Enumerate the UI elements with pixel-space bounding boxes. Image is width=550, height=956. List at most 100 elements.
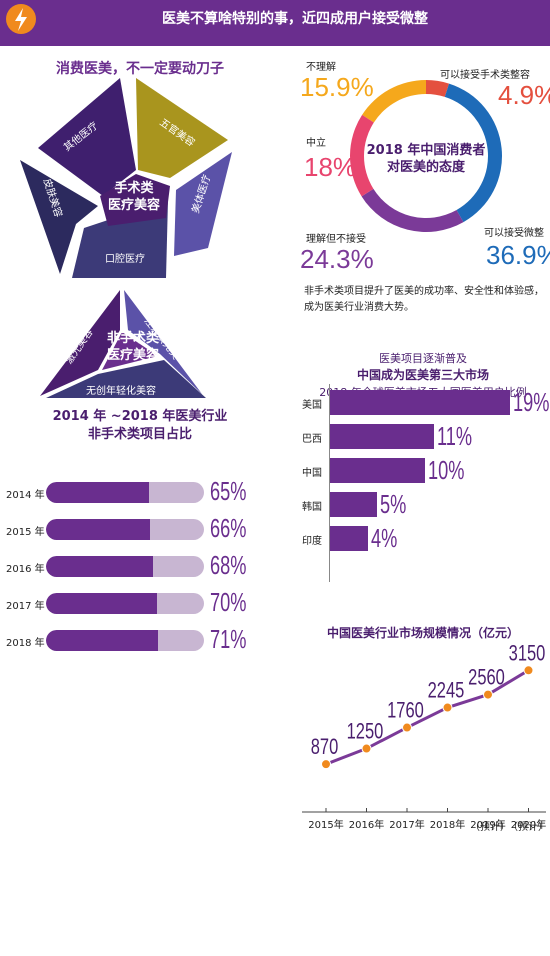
country-label: 印度 [302,536,322,547]
country-percent-label: 10% [427,455,465,485]
line-value-label: 2245 [428,678,465,703]
line-x-label: 2015年 [308,818,343,831]
banner-title: 医美不算啥特别的事，近四成用户接受微整 [162,11,428,27]
donut-slice-4 [350,114,374,197]
donut-title-line1: 2018 年中国消费者 [366,143,486,158]
line-x-label: 2017年 [389,818,424,831]
year-label: 2015 年 [6,527,45,538]
line-value-label: 3150 [509,641,546,666]
line-value-label: 1250 [347,719,384,744]
line-point [361,743,372,754]
year-label: 2016 年 [6,564,45,575]
country-percent-label: 4% [370,523,398,553]
percent-label: 65% [210,476,247,506]
country-percent-label: 19% [513,387,550,417]
line-value-label: 2560 [468,665,505,690]
year-label: 2017 年 [6,601,45,612]
nonsurgical-bars-title-line2: 非手术类项目占比 [87,427,192,442]
country-percent-label: 5% [380,489,407,519]
nonsurgical-triangle [40,290,206,398]
line-x-label: 2016年 [349,818,384,831]
line-point [321,759,331,770]
country-label: 美国 [302,400,322,411]
donut-slice-3 [361,188,464,232]
pentagon-segment-facial [136,78,228,178]
country-bar [330,458,425,483]
surgical-center-line2: 医疗美容 [107,198,160,213]
attitude-donut-chart [350,80,502,232]
progress-fill [46,593,157,614]
donut-slice-1 [426,80,450,97]
progress-fill [46,519,151,540]
paragraph-line2: 成为医美行业消费大势。 [304,302,414,313]
progress-track [46,519,204,540]
donut-label-weizheng: 可以接受微整 [484,228,544,239]
line-chart-title: 中国医美行业市场规模情况（亿元） [326,626,519,640]
line-x-label: 2018年 [430,818,465,831]
country-bar [330,424,435,449]
lightning-icon [6,4,36,34]
line-point [523,665,534,676]
donut-slice-0 [362,80,426,123]
percent-label: 71% [210,624,247,654]
line-x-label: 2020年 [511,818,546,831]
triangle-label-noninvasive: 无创年轻化美容 [86,386,156,397]
progress-track [46,556,204,577]
donut-label-buliJie: 不理解 [306,62,336,73]
progress-fill [46,482,149,503]
line-point [442,702,453,713]
donut-value-buliJie: 15.9% [300,72,374,102]
line-x-label: 2019年 [470,818,505,831]
donut-label-zhongli: 中立 [306,138,326,149]
line-value-label: 1760 [387,698,424,723]
pentagon-segment-skin [20,160,98,274]
surgical-pentagon [20,78,232,278]
country-bar [330,390,510,415]
surgical-center-line1: 手术类 [114,181,154,196]
year-label: 2014 年 [6,490,45,501]
percent-label: 68% [210,550,247,580]
surgical-center-label: 手术类 医疗美容 [94,180,174,214]
donut-value-zhongli: 18% [304,152,357,182]
percent-label: 70% [210,587,247,617]
percent-label: 66% [210,513,247,543]
line-series [325,669,530,766]
donut-label-buJieshou: 理解但不接受 [306,234,366,245]
donut-title: 2018 年中国消费者 对医美的态度 [358,142,494,176]
progress-track [46,593,204,614]
left-section-title: 消费医美，不一定要动刀子 [56,61,224,77]
nonsurgical-bars-title: 2014 年 ~2018 年医美行业 非手术类项目占比 [20,408,260,444]
banner: 医美不算啥特别的事，近四成用户接受微整 [0,0,550,46]
line-value-label: 870 [311,735,339,760]
donut-paragraph: 非手术类项目提升了医美的成功率、安全性和体验感， 成为医美行业消费大势。 [304,284,544,316]
donut-label-shoushu: 可以接受手术类整容 [440,70,530,81]
donut-title-line2: 对医美的态度 [386,160,465,175]
nonsurgical-center-line2: 医疗美容 [106,348,159,363]
market-size-line-chart: 870 2015年 1250 2016年 1760 2017年 2245 2018年 2560 2… [302,641,546,831]
year-label: 2018 年 [6,638,45,649]
pentagon-segment-other [38,78,136,196]
line-point [402,722,412,733]
line-point [483,689,493,700]
pentagon-segment-body [174,152,232,256]
nonsurgical-center-line1: 非手术类 [106,331,159,346]
paragraph-line1: 非手术类项目提升了医美的成功率、安全性和体验感， [304,286,544,297]
progress-track [46,630,204,651]
hbar-title-line2: 中国成为医美第三大市场 [356,368,489,382]
line-note-2020: （预计） [508,822,548,833]
donut-value-weizheng: 36.9% [486,240,550,270]
triangle-segment-noninvasive [46,360,206,398]
segment-label-oral: 口腔医疗 [105,254,145,265]
triangle-segment-injection [124,290,202,394]
donut-value-buJieshou: 24.3% [300,244,374,274]
donut-value-shoushu: 4.9% [498,80,550,110]
progress-fill [46,630,159,651]
triangle-segment-laser [40,290,120,396]
triangle-center [102,332,158,370]
nonsurgical-center-label: 非手术类 医疗美容 [88,330,178,364]
donut-slice-2 [444,83,502,223]
progress-track [46,482,204,503]
country-label: 韩国 [302,502,322,513]
hbar-axis [329,384,330,582]
country-label: 巴西 [302,434,322,445]
